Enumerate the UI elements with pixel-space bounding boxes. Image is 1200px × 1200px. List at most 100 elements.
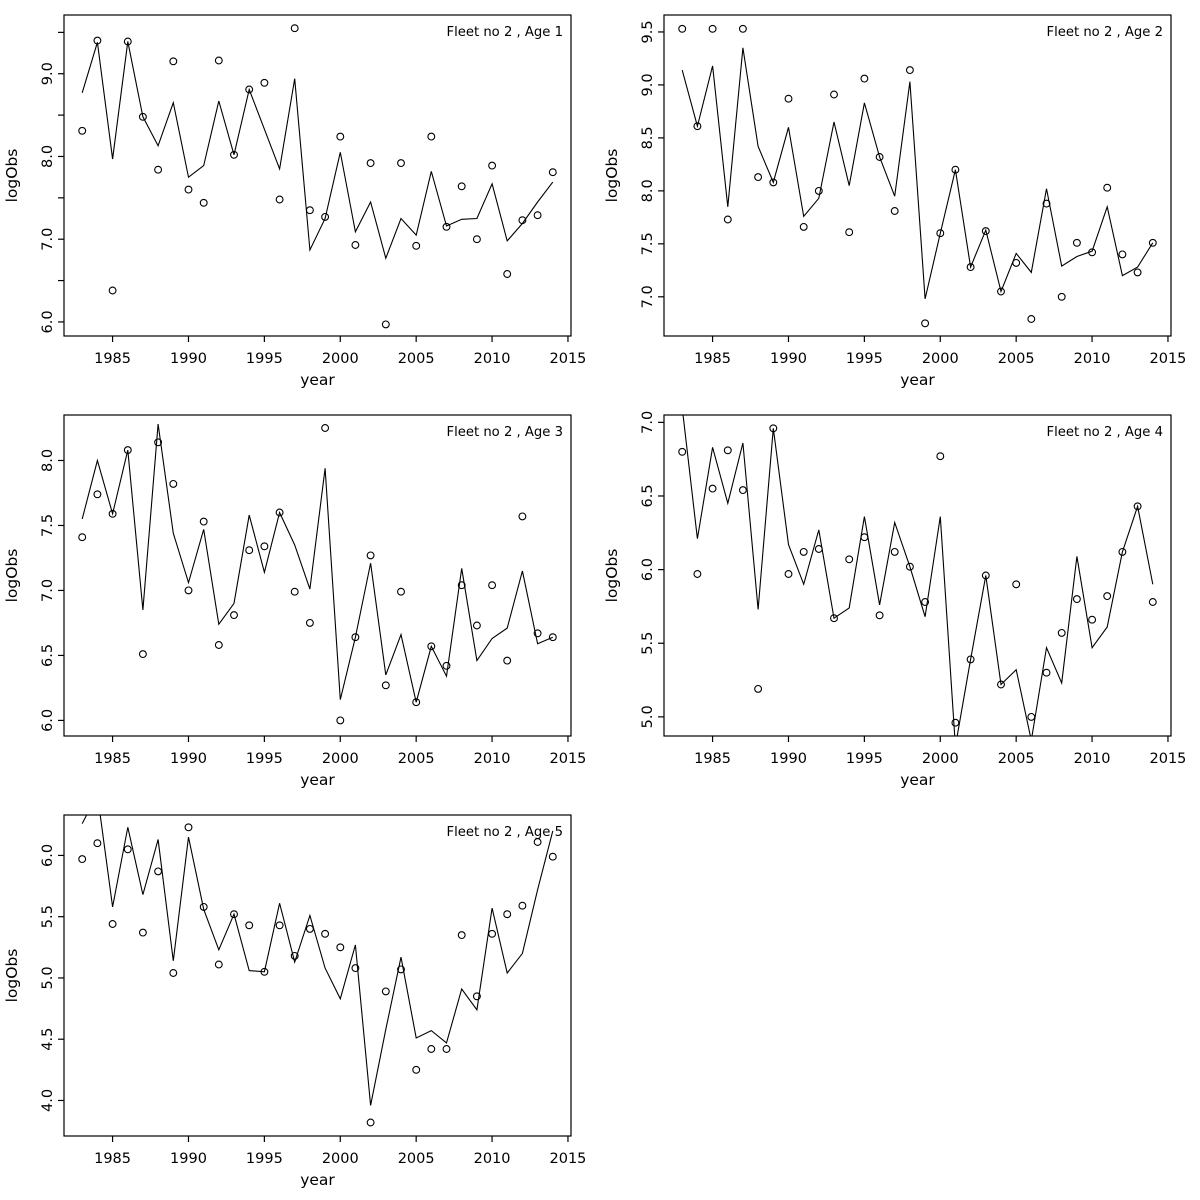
y-tick-label: 7.0 xyxy=(640,411,656,434)
x-tick-label: 2000 xyxy=(922,351,959,367)
x-tick-label: 1990 xyxy=(170,1151,207,1167)
fit-line xyxy=(682,415,1154,736)
obs-point xyxy=(890,207,899,215)
obs-point xyxy=(275,921,284,930)
x-tick-label: 2010 xyxy=(1074,351,1111,367)
obs-point xyxy=(488,161,497,170)
y-tick-label: 6.5 xyxy=(640,484,656,507)
y-tick-label: 5.0 xyxy=(640,705,656,728)
obs-point xyxy=(503,656,512,665)
obs-point xyxy=(860,74,869,83)
y-tick-label: 8.0 xyxy=(40,449,56,472)
obs-point xyxy=(754,173,763,182)
obs-point xyxy=(845,555,854,564)
obs-point xyxy=(518,901,527,910)
obs-point xyxy=(518,216,527,225)
obs-point xyxy=(184,823,193,832)
panel-fleet2-age1: 1985 1990 1995 2000 2005 2010 2015 6.0 7.0 8.0 9.0… xyxy=(0,0,600,400)
obs-point xyxy=(1118,547,1127,556)
x-tick-label: 1995 xyxy=(246,1151,283,1167)
obs-point xyxy=(1057,628,1066,637)
obs-point xyxy=(260,967,269,976)
obs-point xyxy=(230,910,238,919)
obs-point xyxy=(442,1045,451,1053)
obs-point xyxy=(381,681,390,690)
obs-point xyxy=(488,929,497,938)
obs-point xyxy=(154,165,163,174)
obs-point xyxy=(936,229,945,238)
x-tick-label: 1990 xyxy=(770,751,807,767)
obs-point xyxy=(214,641,223,649)
obs-point xyxy=(199,517,208,526)
obs-point xyxy=(457,581,466,590)
y-tick-label: 4.0 xyxy=(40,1089,56,1112)
obs-point xyxy=(830,614,838,623)
obs-point xyxy=(1103,592,1112,601)
y-tick-label: 7.0 xyxy=(40,579,56,602)
obs-point xyxy=(245,546,254,555)
y-tick-label: 9.5 xyxy=(640,20,656,43)
fit-line xyxy=(81,424,554,703)
obs-point xyxy=(678,24,687,33)
fit-line xyxy=(81,815,554,1106)
x-axis-label: year xyxy=(300,371,335,389)
obs-point xyxy=(1027,712,1036,721)
x-tick-label: 1995 xyxy=(246,351,283,367)
x-tick-label: 2015 xyxy=(1150,351,1187,367)
obs-point xyxy=(472,235,481,244)
obs-point xyxy=(381,320,390,329)
obs-point xyxy=(875,153,884,161)
obs-point xyxy=(123,446,132,455)
obs-point xyxy=(769,178,778,187)
obs-point xyxy=(138,650,147,659)
obs-point xyxy=(442,661,451,670)
obs-point xyxy=(138,928,147,937)
obs-point xyxy=(412,698,421,707)
obs-point xyxy=(845,228,854,237)
obs-point xyxy=(966,655,975,664)
obs-point xyxy=(905,66,914,75)
obs-point xyxy=(799,547,808,556)
obs-point xyxy=(799,222,808,231)
obs-point xyxy=(533,629,542,638)
obs-point xyxy=(1027,315,1036,323)
y-tick-label: 6.5 xyxy=(40,644,56,667)
panel-fleet2-age4: 1985 1990 1995 2000 2005 2010 2015 5.0 5.5 6.0 6.5… xyxy=(600,400,1200,800)
obs-point xyxy=(351,633,360,642)
obs-point xyxy=(93,839,102,848)
obs-point xyxy=(1072,595,1081,604)
y-tick-label: 7.0 xyxy=(40,228,56,251)
obs-point xyxy=(427,642,436,651)
obs-point xyxy=(108,286,117,295)
obs-point xyxy=(230,150,238,159)
obs-point xyxy=(533,838,542,846)
obs-point xyxy=(488,581,497,590)
obs-point xyxy=(875,611,884,620)
y-axis-label: logObs xyxy=(3,549,21,603)
x-tick-label: 2000 xyxy=(322,1151,359,1167)
obs-point xyxy=(1103,183,1112,192)
obs-point xyxy=(366,551,375,560)
obs-point xyxy=(305,924,314,933)
obs-point xyxy=(138,112,147,121)
obs-point xyxy=(1148,598,1157,606)
obs-point xyxy=(123,845,132,854)
obs-point xyxy=(548,852,557,861)
panel-fleet2-age2: 1985 1990 1995 2000 2005 2010 2015 7.0 7.5 8.0 8.5… xyxy=(600,0,1200,400)
obs-point xyxy=(336,716,345,725)
x-tick-label: 1985 xyxy=(694,351,731,367)
obs-point xyxy=(890,547,899,556)
panel-title: Fleet no 2 , Age 5 xyxy=(446,825,563,840)
y-tick-label: 6.0 xyxy=(40,310,56,333)
obs-point xyxy=(366,159,375,168)
obs-point xyxy=(814,545,823,553)
obs-point xyxy=(723,446,732,455)
obs-point xyxy=(169,969,178,977)
y-tick-label: 7.5 xyxy=(640,232,656,255)
obs-point xyxy=(548,633,557,642)
chart-fleet2-age2: 1985 1990 1995 2000 2005 2010 2015 7.0 7.5 8.0 8.5… xyxy=(603,14,1187,389)
obs-point xyxy=(997,680,1005,689)
obs-point xyxy=(199,902,208,911)
y-tick-label: 4.5 xyxy=(40,1028,56,1051)
